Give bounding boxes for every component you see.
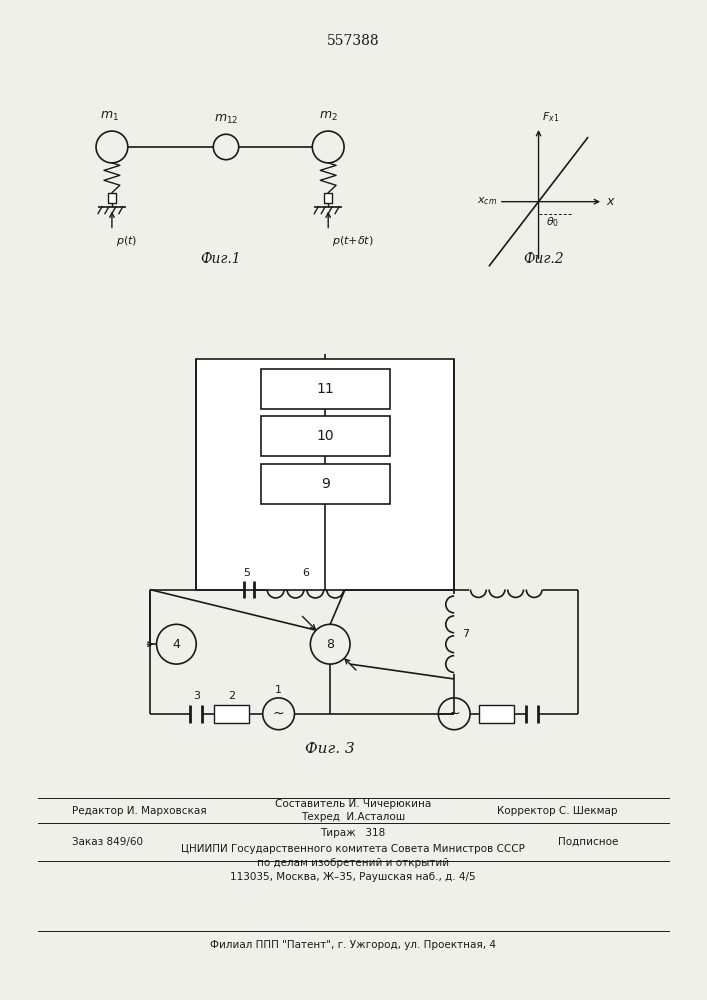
- Text: 4: 4: [173, 638, 180, 651]
- Text: Фиг. 3: Фиг. 3: [305, 742, 355, 756]
- Text: 2: 2: [228, 691, 235, 701]
- Text: 9: 9: [321, 477, 329, 491]
- Text: x: x: [606, 195, 614, 208]
- Bar: [325, 193, 332, 203]
- Text: $p(t)$: $p(t)$: [116, 234, 137, 248]
- Text: $p(t{+}\delta t)$: $p(t{+}\delta t)$: [332, 234, 374, 248]
- Bar: [261, 369, 390, 409]
- Bar: [108, 193, 116, 203]
- Text: 1: 1: [275, 685, 282, 695]
- Text: Корректор С. Шекмар: Корректор С. Шекмар: [498, 806, 618, 816]
- Text: ~: ~: [448, 707, 460, 721]
- Text: Тираж   318: Тираж 318: [320, 828, 385, 838]
- Text: 7: 7: [462, 629, 469, 639]
- Text: Фиг.2: Фиг.2: [523, 252, 563, 266]
- Text: 113035, Москва, Ж–35, Раушская наб., д. 4/5: 113035, Москва, Ж–35, Раушская наб., д. …: [230, 872, 476, 882]
- Bar: [261, 464, 390, 504]
- Text: $m_1$: $m_1$: [100, 110, 119, 123]
- Text: $F_{x1}$: $F_{x1}$: [542, 110, 559, 124]
- Text: Подписное: Подписное: [558, 837, 618, 847]
- Text: Редактор И. Марховская: Редактор И. Марховская: [72, 806, 207, 816]
- Text: 5: 5: [243, 568, 250, 578]
- Text: $m_{12}$: $m_{12}$: [214, 113, 238, 126]
- Text: Заказ 849/60: Заказ 849/60: [72, 837, 144, 847]
- Text: Филиал ППП "Патент", г. Ужгород, ул. Проектная, 4: Филиал ППП "Патент", г. Ужгород, ул. Про…: [210, 940, 496, 950]
- Bar: [214, 705, 249, 723]
- Text: ЦНИИПИ Государственного комитета Совета Министров СССР: ЦНИИПИ Государственного комитета Совета …: [181, 844, 525, 854]
- Bar: [479, 705, 514, 723]
- Text: 3: 3: [193, 691, 200, 701]
- Text: 11: 11: [316, 382, 334, 396]
- Text: Фиг.1: Фиг.1: [201, 252, 241, 266]
- Text: $m_2$: $m_2$: [319, 110, 338, 123]
- Text: 8: 8: [326, 638, 334, 651]
- Text: 6: 6: [302, 568, 309, 578]
- Text: Составитель И. Чичерюкина: Составитель И. Чичерюкина: [275, 799, 431, 809]
- Text: $x_{cm}$: $x_{cm}$: [477, 195, 497, 207]
- Text: $\theta_0$: $\theta_0$: [547, 216, 560, 229]
- Text: по делам изобретений и открытий: по делам изобретений и открытий: [257, 858, 449, 868]
- Text: ~: ~: [273, 707, 284, 721]
- Bar: [197, 359, 454, 589]
- Text: Техред  И.Асталош: Техред И.Асталош: [301, 812, 405, 822]
- Text: 10: 10: [317, 429, 334, 443]
- Text: 557388: 557388: [327, 34, 380, 48]
- Bar: [261, 416, 390, 456]
